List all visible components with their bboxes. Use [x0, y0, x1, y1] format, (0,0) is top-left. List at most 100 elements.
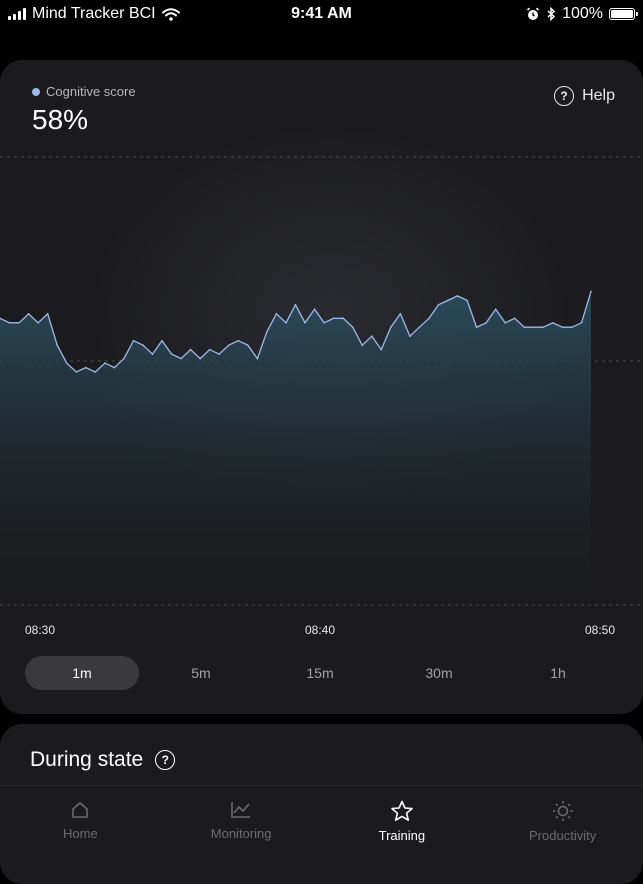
range-30m[interactable]: 30m: [425, 665, 453, 681]
score-point: [94, 371, 97, 373]
legend-label: Cognitive score: [46, 84, 136, 99]
score-point: [123, 357, 125, 360]
score-point: [170, 353, 173, 355]
score-point: [18, 322, 20, 324]
score-point: [113, 366, 116, 369]
help-button[interactable]: ? Help: [554, 86, 615, 106]
tab-bar: Home Monitoring Training Productivity: [0, 785, 643, 859]
score-point: [247, 344, 249, 347]
x-tick-end: 08:50: [585, 623, 616, 637]
score-point: [323, 322, 325, 324]
score-point: [142, 344, 144, 347]
tab-monitoring-label: Monitoring: [210, 826, 272, 841]
help-label: Help: [582, 87, 615, 104]
score-point: [542, 326, 545, 329]
during-state-heading: During state ?: [30, 748, 176, 772]
score-point: [46, 313, 49, 315]
score-point: [504, 322, 507, 324]
score-point: [571, 326, 573, 329]
score-point: [256, 357, 259, 360]
score-point: [237, 339, 240, 342]
signal-icon: [8, 8, 26, 20]
tab-productivity[interactable]: Productivity: [482, 786, 643, 859]
score-point: [456, 295, 459, 297]
score-point: [409, 335, 411, 338]
chart-icon: [231, 802, 251, 818]
score-point: [199, 357, 201, 360]
score-point: [27, 313, 30, 315]
state-help-icon[interactable]: ?: [155, 750, 176, 770]
score-point: [228, 344, 230, 347]
score-point: [313, 308, 316, 311]
score-point: [266, 330, 268, 333]
score-point: [37, 322, 39, 324]
tab-productivity-label: Productivity: [529, 828, 597, 843]
score-point: [475, 326, 478, 329]
score-point: [332, 317, 335, 320]
score-points: [0, 290, 592, 373]
score-point: [351, 326, 354, 329]
range-5m[interactable]: 5m: [191, 665, 211, 681]
score-point: [132, 339, 135, 342]
score-point: [437, 304, 440, 306]
score-point: [85, 366, 87, 369]
score-point: [304, 322, 306, 324]
tab-home-label: Home: [63, 826, 98, 841]
status-left: Mind Tracker BCI: [8, 5, 180, 23]
score-point: [523, 326, 526, 329]
score-point: [0, 317, 1, 320]
score-point: [580, 322, 583, 324]
x-tick-mid: 08:40: [305, 623, 336, 637]
tab-training[interactable]: Training: [322, 786, 483, 859]
score-point: [189, 348, 192, 351]
cognitive-chart-card: Cognitive score 58% ? Help 08:30 08:40 0…: [0, 60, 643, 714]
score-point: [380, 348, 383, 351]
score-point: [428, 317, 430, 320]
score-point: [56, 344, 58, 347]
star-icon: [391, 800, 413, 821]
score-point: [285, 322, 287, 324]
score-point: [361, 344, 364, 347]
time-range-selector: 1m 5m 15m 30m 1h: [25, 656, 620, 690]
score-point: [494, 308, 497, 311]
x-tick-start: 08:30: [25, 623, 56, 637]
score-point: [561, 326, 564, 329]
battery-percent: 100%: [562, 5, 603, 22]
alarm-icon: [527, 7, 540, 20]
chart-legend: Cognitive score: [32, 84, 136, 99]
tab-monitoring[interactable]: Monitoring: [161, 786, 322, 859]
cognitive-score-chart: [0, 156, 643, 606]
carrier-label: Mind Tracker BCI: [32, 5, 156, 22]
tab-training-label: Training: [378, 828, 426, 843]
score-point: [447, 299, 449, 302]
legend-dot: [32, 87, 40, 96]
status-right: 100%: [526, 5, 638, 23]
score-point: [8, 322, 11, 324]
home-icon: [72, 802, 89, 818]
score-point: [342, 317, 345, 320]
score-point: [590, 290, 592, 293]
score-point: [533, 326, 535, 329]
score-point: [552, 322, 554, 324]
tab-home[interactable]: Home: [0, 786, 161, 859]
range-15m[interactable]: 15m: [306, 665, 334, 681]
score-point: [180, 357, 182, 360]
score-point: [218, 353, 220, 355]
score-point: [161, 339, 163, 342]
sun-icon: [552, 801, 573, 821]
battery-icon: [609, 8, 638, 20]
score-point: [151, 353, 154, 355]
range-1h[interactable]: 1h: [550, 665, 566, 681]
score-point: [390, 326, 392, 329]
range-1m[interactable]: 1m: [25, 656, 139, 690]
status-bar: Mind Tracker BCI 9:41 AM 100%: [0, 0, 643, 28]
help-icon: ?: [554, 86, 575, 106]
bluetooth-icon: [547, 7, 556, 21]
score-area: [0, 291, 591, 605]
score-point: [208, 348, 211, 351]
score-point: [513, 317, 516, 320]
during-state-title: During state: [30, 748, 144, 771]
score-point: [418, 326, 421, 329]
status-time: 9:41 AM: [291, 5, 352, 22]
score-value: 58%: [32, 104, 89, 135]
